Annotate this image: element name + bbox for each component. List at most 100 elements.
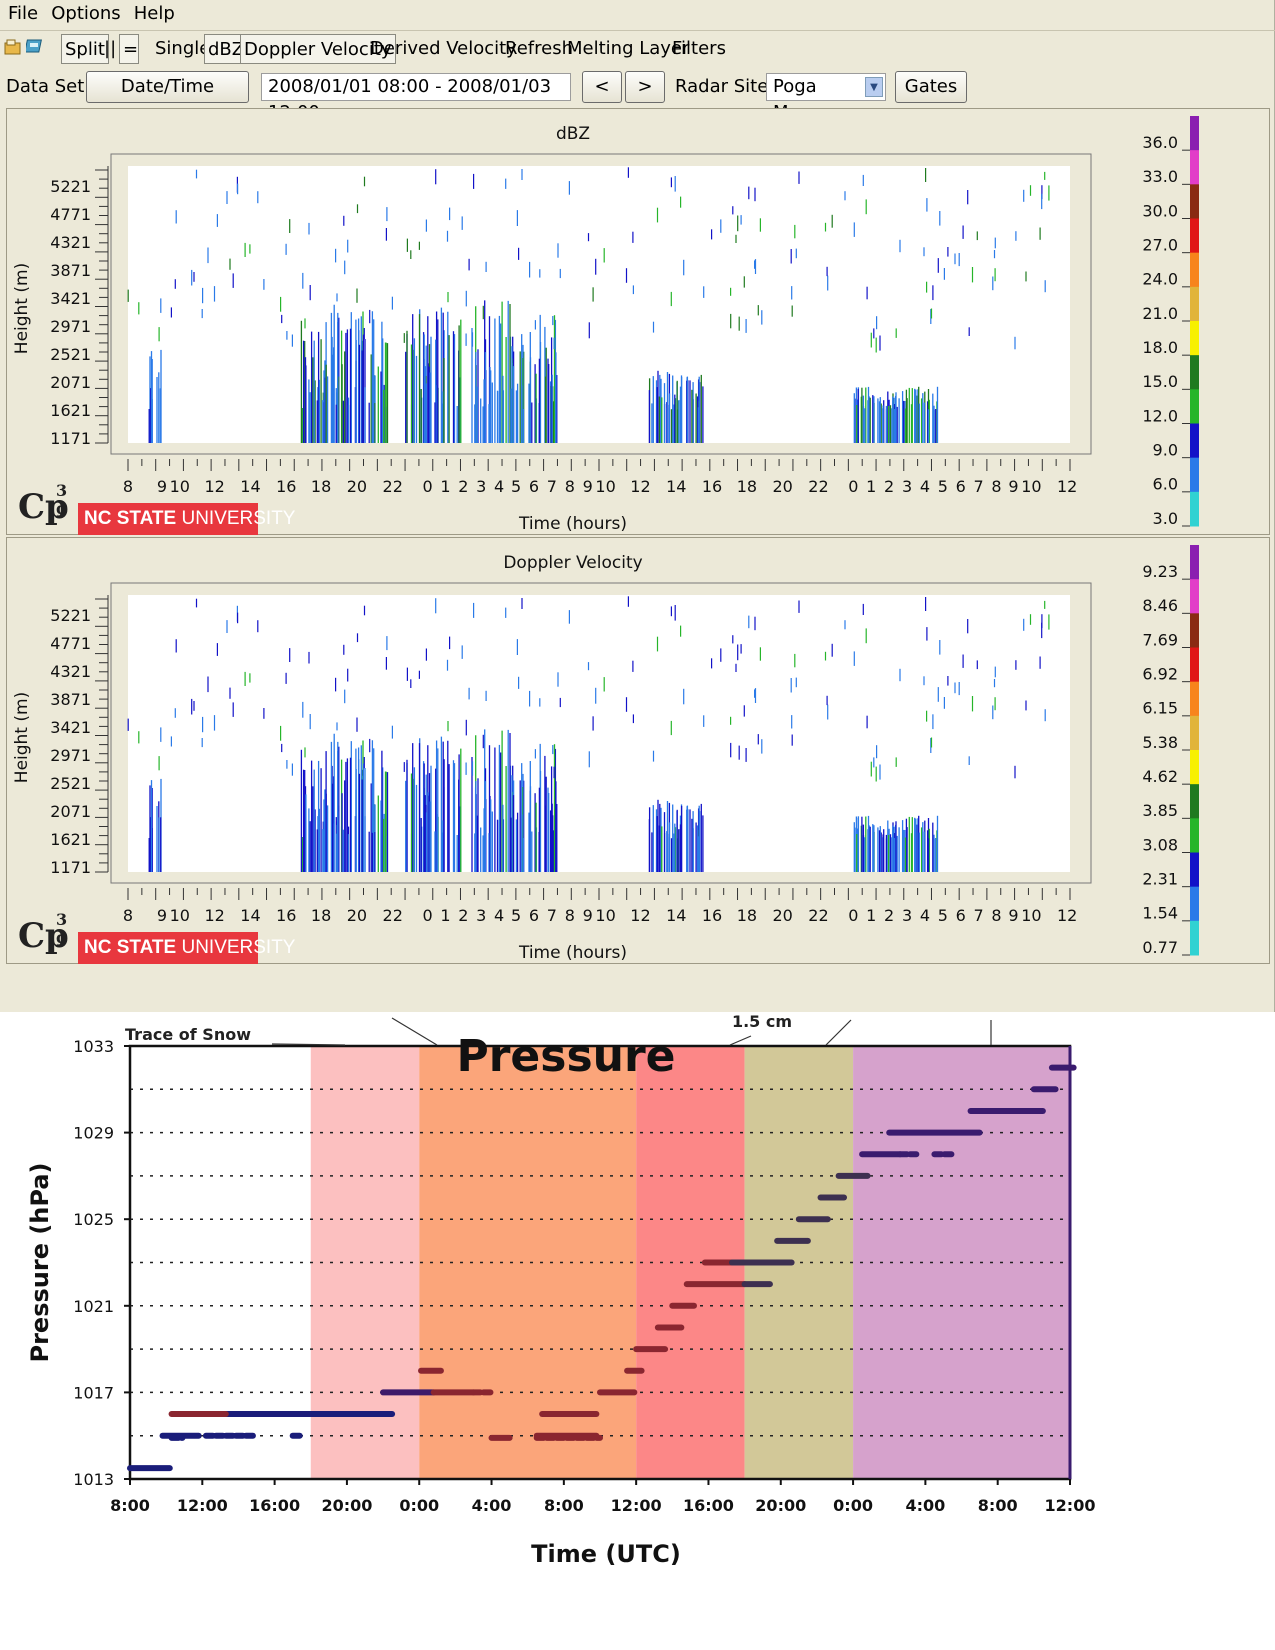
y-axis-label: Height (m)	[12, 692, 32, 783]
annotation-leader	[729, 1035, 752, 1046]
x-tick-label: 7	[547, 477, 557, 496]
x-tick-label: 3	[476, 906, 486, 925]
cp3g-logo: Cp 3 g	[18, 910, 69, 956]
open-folder-icon[interactable]	[4, 37, 22, 57]
colorbar-label: 36.0	[1142, 133, 1178, 152]
y-tick-label: 3421	[50, 718, 91, 737]
x-tick-label: 14	[240, 477, 260, 496]
chevron-down-icon[interactable]: ▼	[865, 77, 883, 97]
x-tick-label: 12	[630, 477, 650, 496]
toolbar: Split || = Single dBZ Doppler Velocity D…	[0, 32, 1275, 68]
x-tick-label: 1	[440, 477, 450, 496]
x-tick-label: 18	[311, 477, 331, 496]
colorbar-swatch	[1190, 423, 1199, 459]
x-tick-label: 4	[920, 477, 930, 496]
colorbar-swatch	[1190, 116, 1199, 151]
doppler-chart: Doppler Velocity522147714321387134212971…	[12, 545, 1199, 963]
y-tick-label: 1013	[73, 1470, 114, 1489]
filters-button[interactable]: Filters	[672, 38, 726, 59]
colorbar-swatch	[1190, 886, 1199, 922]
x-tick-label: 16	[702, 906, 722, 925]
x-tick-label: 0:00	[833, 1496, 873, 1515]
parallel-layout-button[interactable]: ||	[104, 38, 117, 59]
x-tick-label: 16	[702, 477, 722, 496]
colorbar-swatch	[1190, 184, 1199, 219]
y-tick-label: 3871	[50, 261, 91, 280]
y-tick-label: 1029	[73, 1124, 114, 1143]
x-tick-label: 5	[938, 906, 948, 925]
chart-title: Pressure	[456, 1031, 675, 1082]
x-tick-label: 14	[666, 477, 686, 496]
y-tick-label: 2071	[50, 802, 91, 821]
annotation-leader	[391, 1017, 438, 1046]
ncsu-logo: NC STATE UNIVERSITY	[78, 503, 296, 535]
x-tick-label: 12:00	[611, 1496, 662, 1515]
y-axis-label: Height (m)	[12, 263, 32, 354]
radar-application-window: File Options Help Split || = Single dBZ …	[0, 0, 1275, 1012]
colorbar-swatch	[1190, 647, 1199, 683]
colorbar-label: 24.0	[1142, 270, 1178, 289]
doppler-velocity-button[interactable]: Doppler Velocity	[240, 34, 396, 64]
colorbar-label: 18.0	[1142, 338, 1178, 357]
date-time-range-button[interactable]: Date/Time Range:	[86, 71, 249, 127]
menu-bar: File Options Help	[0, 0, 1275, 31]
x-tick-label: 6	[529, 477, 539, 496]
menu-file[interactable]: File	[8, 3, 39, 24]
menu-options[interactable]: Options	[51, 3, 121, 24]
split-button[interactable]: Split	[61, 34, 109, 64]
y-tick-label: 1017	[73, 1383, 114, 1402]
x-tick-label: 10	[170, 906, 190, 925]
dataset-row: Data Set: Date/Time Range: 2008/01/01 08…	[0, 70, 1275, 127]
gates-button[interactable]: Gates	[895, 71, 967, 103]
menu-help[interactable]: Help	[133, 3, 175, 24]
x-tick-label: 20	[347, 906, 367, 925]
date-range-field[interactable]: 2008/01/01 08:00 - 2008/01/03 12:00	[261, 73, 571, 123]
single-button[interactable]: Single	[155, 38, 211, 59]
previous-button[interactable]: <	[582, 71, 622, 103]
annotation-leader	[271, 1043, 346, 1046]
x-tick-label: 20:00	[321, 1496, 372, 1515]
x-tick-label: 8:00	[544, 1496, 584, 1515]
x-tick-label: 14	[666, 906, 686, 925]
derived-velocity-button[interactable]: Derived Velocity	[370, 38, 517, 59]
y-tick-label: 4771	[50, 634, 91, 653]
x-tick-label: 8	[565, 906, 575, 925]
plot-area	[128, 166, 1070, 443]
x-tick-label: 20	[773, 477, 793, 496]
y-tick-label: 4771	[50, 205, 91, 224]
refresh-button[interactable]: Refresh	[505, 38, 573, 59]
x-tick-label: 9	[583, 906, 593, 925]
melting-layer-button[interactable]: Melting Layer	[567, 38, 690, 59]
colorbar-swatch	[1190, 355, 1199, 390]
y-tick-label: 2071	[50, 373, 91, 392]
x-tick-label: 1	[866, 477, 876, 496]
x-tick-label: 4:00	[472, 1496, 512, 1515]
colorbar-label: 5.38	[1142, 733, 1178, 752]
y-tick-label: 3421	[50, 289, 91, 308]
y-tick-label: 2971	[50, 317, 91, 336]
annotation-leader	[825, 1019, 852, 1046]
x-tick-label: 8	[123, 906, 133, 925]
colorbar-swatch	[1190, 681, 1199, 717]
x-tick-label: 8:00	[110, 1496, 150, 1515]
colorbar-label: 3.0	[1153, 509, 1178, 528]
x-tick-label: 0	[848, 906, 858, 925]
x-tick-label: 1	[866, 906, 876, 925]
y-tick-label: 4321	[50, 662, 91, 681]
doppler-panel: Doppler Velocity 5221 4771 4321 3871 3421 2971…	[6, 537, 1270, 964]
save-icon[interactable]	[26, 37, 44, 57]
radar-site-label: Radar Site:	[675, 76, 775, 97]
x-tick-label: 7	[547, 906, 557, 925]
radar-site-select[interactable]: Poga Mou... ▼	[766, 73, 886, 123]
x-tick-label: 8	[991, 906, 1001, 925]
stacked-layout-button[interactable]: =	[119, 34, 139, 64]
colorbar-label: 9.23	[1142, 562, 1178, 581]
colorbar-label: 3.08	[1142, 835, 1178, 854]
x-tick-label: 5	[511, 906, 521, 925]
colorbar-label: 30.0	[1142, 201, 1178, 220]
x-tick-label: 12	[1057, 906, 1077, 925]
x-tick-label: 12	[1057, 477, 1077, 496]
x-tick-label: 12:00	[177, 1496, 228, 1515]
next-button[interactable]: >	[625, 71, 665, 103]
radar-echoes	[127, 596, 1050, 872]
